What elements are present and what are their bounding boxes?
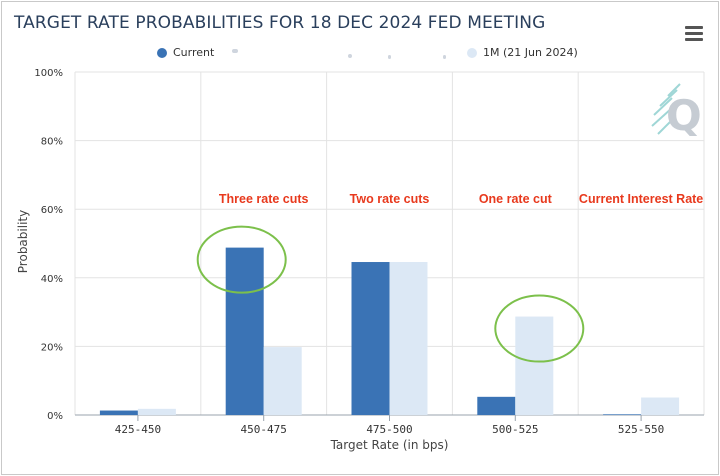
y-tick-label: 40% bbox=[41, 274, 63, 285]
legend-item-1m[interactable]: 1M (21 Jun 2024) bbox=[467, 46, 578, 59]
bar-current-450-475[interactable] bbox=[225, 247, 264, 415]
legend-label-current: Current bbox=[173, 46, 215, 59]
y-axis-title: Probability bbox=[16, 210, 30, 273]
legend-item-obscured-1[interactable] bbox=[232, 49, 238, 53]
cme-q-logo-icon: Q bbox=[651, 83, 700, 140]
x-tick-label: 525-550 bbox=[618, 423, 664, 436]
y-tick-label: 100% bbox=[34, 68, 63, 79]
y-tick-label: 80% bbox=[41, 137, 63, 148]
legend-item-obscured-4[interactable] bbox=[443, 55, 446, 59]
legend-label-1m: 1M (21 Jun 2024) bbox=[483, 46, 578, 59]
bar-1m-475-500[interactable] bbox=[389, 262, 428, 415]
legend-marker-1m bbox=[467, 47, 477, 58]
legend-marker-current bbox=[157, 47, 167, 58]
highlight-circle bbox=[196, 225, 287, 294]
svg-text:Q: Q bbox=[666, 91, 700, 140]
bar-1m-450-475[interactable] bbox=[263, 347, 302, 415]
legend-item-obscured-3[interactable] bbox=[388, 55, 391, 59]
x-tick-label: 500-525 bbox=[492, 423, 538, 436]
y-tick-label: 60% bbox=[41, 205, 63, 216]
bar-current-425-450[interactable] bbox=[99, 410, 138, 415]
bar-1m-500-525[interactable] bbox=[515, 316, 554, 415]
y-tick-label: 20% bbox=[41, 342, 63, 353]
annotation-label: Current Interest Rate bbox=[579, 192, 703, 206]
bar-1m-525-550[interactable] bbox=[641, 397, 680, 415]
highlight-circle bbox=[494, 294, 585, 363]
x-tick-label: 475-500 bbox=[366, 423, 412, 436]
annotation-label: Two rate cuts bbox=[350, 192, 430, 206]
bar-1m-425-450[interactable] bbox=[137, 408, 176, 415]
legend-item-current[interactable]: Current bbox=[157, 46, 214, 59]
x-tick-label: 450-475 bbox=[241, 423, 287, 436]
hamburger-menu-icon[interactable] bbox=[685, 26, 703, 42]
chart-title: TARGET RATE PROBABILITIES FOR 18 DEC 202… bbox=[14, 13, 546, 33]
annotation-label: Three rate cuts bbox=[219, 192, 309, 206]
y-tick-label: 0% bbox=[47, 411, 63, 422]
bar-current-525-550[interactable] bbox=[603, 414, 642, 415]
bar-current-475-500[interactable] bbox=[351, 262, 390, 415]
x-axis-title: Target Rate (in bps) bbox=[330, 438, 449, 452]
x-tick-label: 425-450 bbox=[115, 423, 161, 436]
legend-item-obscured-2[interactable] bbox=[348, 54, 352, 58]
bar-current-500-525[interactable] bbox=[477, 396, 516, 415]
annotation-label: One rate cut bbox=[479, 192, 553, 206]
